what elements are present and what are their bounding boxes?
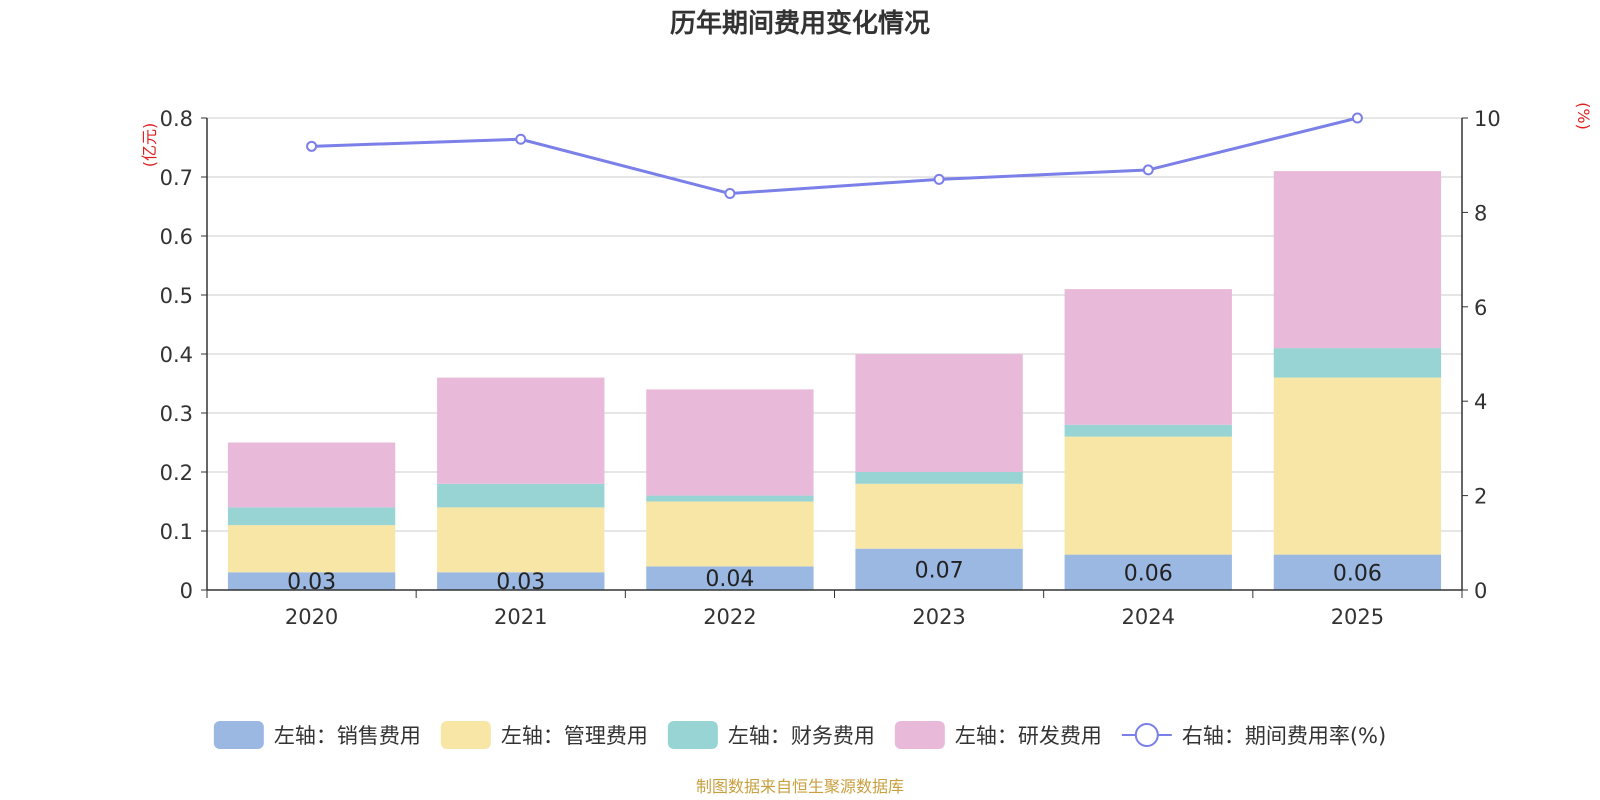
legend-label: 右轴：期间费用率(%) — [1182, 724, 1386, 748]
line-point-2025 — [1353, 114, 1362, 123]
bar-finance-2021 — [437, 484, 604, 508]
line-series — [307, 114, 1362, 199]
legend-label: 左轴：研发费用 — [955, 724, 1102, 748]
x-axis-tick-label: 2021 — [494, 605, 547, 629]
legend-item: 左轴：研发费用 — [895, 721, 1102, 749]
line-point-2021 — [516, 135, 525, 144]
left-axis-tick-label: 0.5 — [160, 284, 193, 308]
bar-admin-2024 — [1065, 437, 1232, 555]
legend-item: 右轴：期间费用率(%) — [1122, 724, 1386, 748]
x-axis-tick-label: 2024 — [1122, 605, 1175, 629]
right-axis-tick-label: 2 — [1474, 485, 1487, 509]
left-axis-tick-label: 0.7 — [160, 166, 193, 190]
right-axis-tick-label: 10 — [1474, 107, 1501, 131]
bar-admin-2022 — [646, 502, 813, 567]
left-axis-tick-label: 0 — [180, 579, 193, 603]
legend-label: 左轴：管理费用 — [501, 724, 648, 748]
bar-rd-2023 — [855, 354, 1022, 472]
x-axis-tick-label: 2023 — [912, 605, 965, 629]
legend-swatch — [214, 721, 264, 749]
left-axis-tick-label: 0.6 — [160, 225, 193, 249]
line-expense-rate — [312, 118, 1358, 194]
bar-finance-2022 — [646, 496, 813, 502]
data-label: 0.03 — [496, 570, 545, 595]
line-point-2023 — [935, 175, 944, 184]
legend-item: 左轴：管理费用 — [441, 721, 648, 749]
legend-swatch — [895, 721, 945, 749]
bar-series — [228, 171, 1441, 590]
legend-circle-marker — [1136, 724, 1158, 746]
left-axis-tick-label: 0.3 — [160, 402, 193, 426]
data-label: 0.04 — [705, 567, 754, 592]
footer-source: 制图数据来自恒生聚源数据库 — [696, 777, 904, 796]
chart: 历年期间费用变化情况 (亿元) (%) 0 0.1 0.2 0.3 0.4 0.5 0.6 0… — [0, 0, 1600, 800]
legend-swatch — [668, 721, 718, 749]
x-axis-tick-label: 2025 — [1331, 605, 1384, 629]
legend-swatch — [441, 721, 491, 749]
left-axis-tick-label: 0.1 — [160, 520, 193, 544]
bar-rd-2022 — [646, 389, 813, 495]
right-axis-tick-label: 0 — [1474, 579, 1487, 603]
bar-admin-2023 — [855, 484, 1022, 549]
x-axis-tick-label: 2022 — [703, 605, 756, 629]
bar-finance-2020 — [228, 507, 395, 525]
right-axis-label: (%) — [1574, 102, 1593, 130]
bar-finance-2025 — [1274, 348, 1441, 378]
bar-rd-2025 — [1274, 171, 1441, 348]
left-axis-tick-label: 0.8 — [160, 107, 193, 131]
data-label: 0.03 — [287, 570, 336, 595]
bar-rd-2024 — [1065, 289, 1232, 425]
data-label: 0.07 — [915, 558, 964, 583]
bar-rd-2021 — [437, 378, 604, 484]
legend-label: 左轴：财务费用 — [728, 724, 875, 748]
bar-admin-2025 — [1274, 378, 1441, 555]
legend-item: 左轴：财务费用 — [668, 721, 875, 749]
right-axis-tick-label: 4 — [1474, 390, 1487, 414]
bar-finance-2023 — [855, 472, 1022, 484]
bar-admin-2020 — [228, 525, 395, 572]
line-point-2024 — [1144, 165, 1153, 174]
right-axis-tick-label: 8 — [1474, 201, 1487, 225]
chart-title: 历年期间费用变化情况 — [670, 8, 930, 39]
line-point-2022 — [725, 189, 734, 198]
bar-finance-2024 — [1065, 425, 1232, 437]
right-axis-tick-label: 6 — [1474, 296, 1487, 320]
left-axis-label: (亿元) — [140, 123, 159, 168]
legend: 左轴：销售费用 左轴：管理费用 左轴：财务费用 左轴：研发费用 右轴：期间费用率(%) — [214, 721, 1386, 749]
line-point-2020 — [307, 142, 316, 151]
bar-rd-2020 — [228, 443, 395, 508]
data-label: 0.06 — [1124, 561, 1173, 586]
bar-admin-2021 — [437, 507, 604, 572]
legend-item: 左轴：销售费用 — [214, 721, 421, 749]
data-label: 0.06 — [1333, 561, 1382, 586]
left-axis-tick-label: 0.2 — [160, 461, 193, 485]
x-axis-tick-label: 2020 — [285, 605, 338, 629]
left-axis-tick-label: 0.4 — [160, 343, 193, 367]
legend-label: 左轴：销售费用 — [274, 724, 421, 748]
